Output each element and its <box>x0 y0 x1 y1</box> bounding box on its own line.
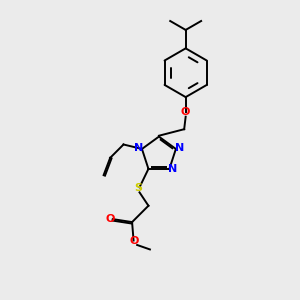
Text: N: N <box>134 143 144 153</box>
Text: O: O <box>181 107 190 117</box>
Text: O: O <box>105 214 115 224</box>
Text: N: N <box>175 143 184 153</box>
Text: N: N <box>168 164 178 174</box>
Text: S: S <box>134 183 142 193</box>
Text: O: O <box>130 236 139 246</box>
